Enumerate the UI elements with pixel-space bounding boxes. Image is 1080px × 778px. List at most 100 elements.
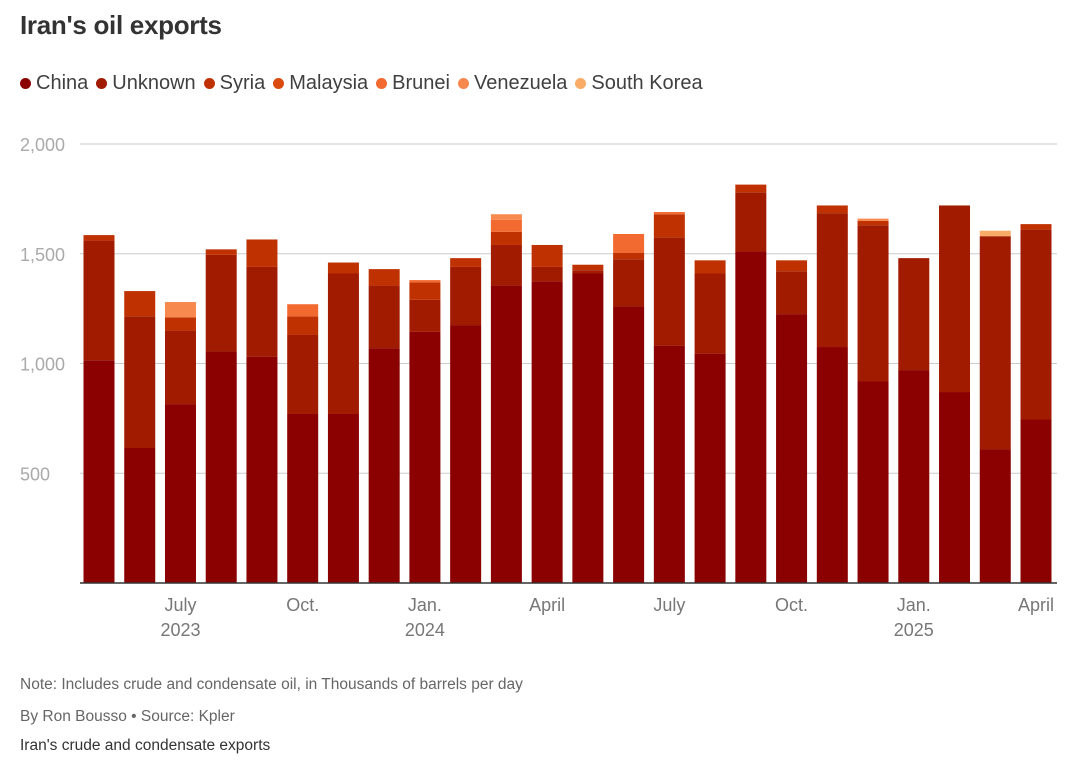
x-tick-year-label: 2023 xyxy=(160,620,200,640)
chart-byline: By Ron Bousso • Source: Kpler xyxy=(20,708,235,725)
bar-segment-china xyxy=(287,413,319,583)
legend-label: Brunei xyxy=(392,72,450,94)
bar-segment-unknown xyxy=(857,225,889,382)
bar-chart: 500 1,000 1,500 2,000 July 2023 Oct. Jan. 2024 Ap… xyxy=(20,135,1057,640)
bar-segment-china xyxy=(898,370,930,583)
bar-segment-syria xyxy=(613,252,645,260)
bar-segment-china xyxy=(653,345,685,583)
bar-segment-unknown xyxy=(816,213,848,348)
x-tick-label: July xyxy=(164,595,196,615)
x-tick-label: Oct. xyxy=(775,595,808,615)
bar-segment-syria xyxy=(490,231,522,245)
legend-item-3: Malaysia xyxy=(273,72,368,95)
bar-segment-unknown xyxy=(735,192,767,252)
legend-label: Malaysia xyxy=(289,72,369,94)
bar-segment-syria xyxy=(368,269,400,286)
bar-segment-syria xyxy=(816,205,848,214)
bar-segment-venezuela xyxy=(857,218,889,221)
bar-segment-china xyxy=(572,273,604,583)
bar-segment-syria xyxy=(246,239,278,267)
bar-segment-syria xyxy=(735,184,767,193)
legend-item-2: Syria xyxy=(203,72,266,95)
bar-segment-unknown xyxy=(979,236,1011,450)
bar-segment-venezuela xyxy=(490,214,522,220)
bar-segment-brunei xyxy=(613,233,645,253)
x-tick-year-label: 2024 xyxy=(405,620,445,640)
bar-segment-china xyxy=(490,285,522,583)
chart-legend: China Unknown Syria Malaysia Brunei Venezuela… xyxy=(20,72,711,95)
bar-segment-syria xyxy=(450,258,482,267)
chart-title: Iran's oil exports xyxy=(20,10,222,40)
legend-dot-icon xyxy=(203,78,215,89)
bar-segment-syria xyxy=(694,260,726,274)
bar-segment-china xyxy=(450,325,482,583)
bar-segment-china xyxy=(246,356,278,583)
legend-dot-icon xyxy=(96,78,108,89)
bar-segment-syria xyxy=(287,316,319,335)
bar-segment-unknown xyxy=(572,270,604,274)
legend-dot-icon xyxy=(575,78,587,89)
bar-segment-china xyxy=(327,413,359,583)
bar-segment-unknown xyxy=(450,266,482,326)
bar-segment-unknown xyxy=(164,330,196,405)
bar-segment-china xyxy=(816,347,848,583)
legend-label: Venezuela xyxy=(473,72,568,94)
legend-item-6: South Korea xyxy=(575,72,703,95)
y-tick-label: 2,000 xyxy=(20,135,65,155)
legend-item-1: Unknown xyxy=(96,72,196,95)
bar-segment-unknown xyxy=(653,237,685,346)
bar-segment-unknown xyxy=(898,258,930,371)
bar-segment-china xyxy=(1020,419,1052,583)
x-tick-label: April xyxy=(529,595,565,615)
bar-segment-china xyxy=(124,448,156,583)
bar-segment-south-korea xyxy=(979,230,1011,237)
bar-segment-unknown xyxy=(409,299,441,332)
legend-dot-icon xyxy=(20,78,31,89)
bar-segment-brunei xyxy=(490,219,522,232)
bar-segment-china xyxy=(205,351,237,583)
bar-segment-brunei xyxy=(653,212,685,215)
bar-segment-unknown xyxy=(1020,229,1052,420)
bar-segment-china xyxy=(83,360,115,583)
x-tick-label: Jan. xyxy=(408,595,442,615)
bar-segment-china xyxy=(735,251,767,583)
legend-label: Unknown xyxy=(112,72,196,94)
bar-segment-syria xyxy=(83,235,115,241)
bar-segment-china xyxy=(368,348,400,583)
bar-segment-china xyxy=(939,392,971,583)
bar-segment-china xyxy=(613,306,645,583)
bar-segment-syria xyxy=(1020,224,1052,230)
bar-segment-china xyxy=(979,449,1011,583)
legend-dot-icon xyxy=(273,78,285,89)
bar-segment-syria xyxy=(653,214,685,238)
bar-segment-unknown xyxy=(327,273,359,414)
bar-segment-unknown xyxy=(205,254,237,352)
legend-item-5: Venezuela xyxy=(457,72,568,95)
legend-label: Syria xyxy=(219,72,266,94)
bar-segment-china xyxy=(164,404,196,583)
x-tick-label: April xyxy=(1018,595,1054,615)
chart-note: Note: Includes crude and condensate oil,… xyxy=(20,676,523,693)
y-tick-label: 1,000 xyxy=(20,355,65,375)
bar-segment-syria xyxy=(776,260,808,272)
bar-segment-unknown xyxy=(124,316,156,449)
chart-caption: Iran's crude and condensate exports xyxy=(20,737,271,754)
bar-segment-unknown xyxy=(613,259,645,307)
bar-segment-china xyxy=(694,353,726,583)
bar-segment-china xyxy=(776,314,808,583)
bar-segment-unknown xyxy=(939,205,971,393)
bar-segment-unknown xyxy=(776,271,808,315)
bar-segment-brunei xyxy=(287,304,319,317)
bar-segment-syria xyxy=(124,291,156,317)
bar-segment-unknown xyxy=(287,334,319,414)
bar-segment-syria xyxy=(572,264,604,271)
legend-item-4: Brunei xyxy=(376,72,450,95)
legend-dot-icon xyxy=(376,78,388,89)
bar-segment-unknown xyxy=(531,266,563,282)
y-tick-label: 500 xyxy=(20,464,50,484)
bar-segment-china xyxy=(409,331,441,583)
bar-segment-syria xyxy=(205,249,237,255)
x-tick-year-label: 2025 xyxy=(894,620,934,640)
bar-segment-syria xyxy=(857,220,889,226)
legend-label: China xyxy=(36,72,89,94)
